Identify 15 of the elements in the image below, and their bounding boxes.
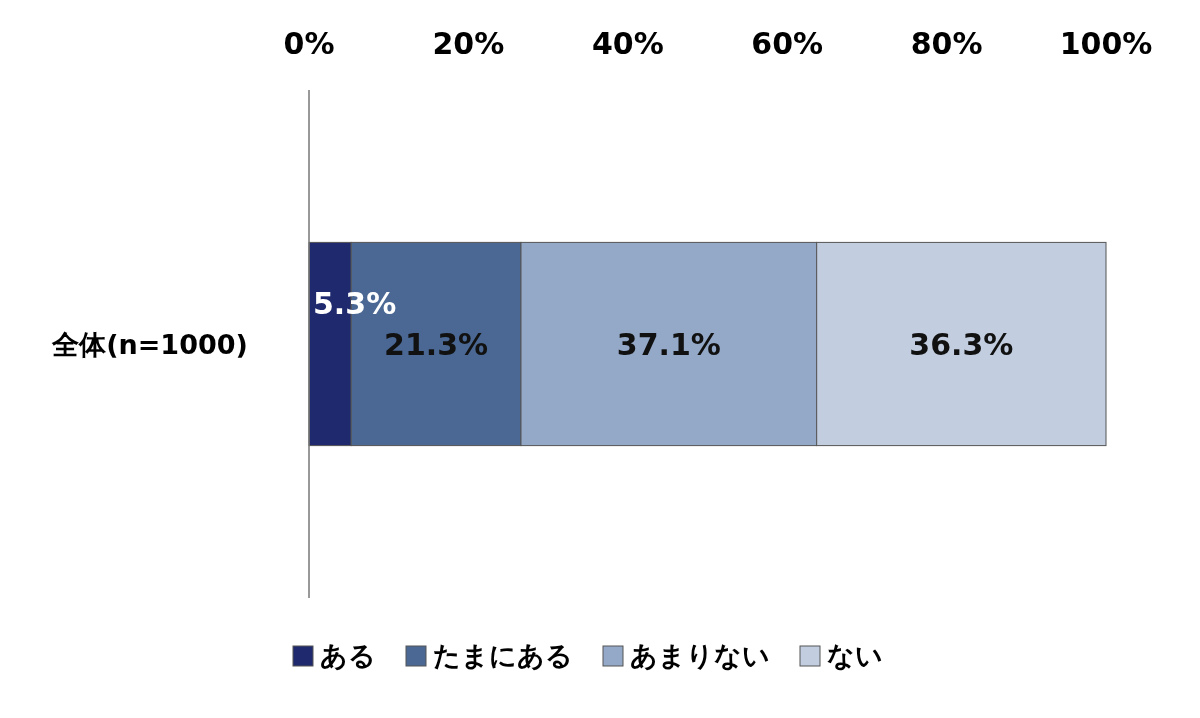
x-tick-label: 60%: [751, 26, 824, 61]
y-tick-label: 全体(n=1000): [51, 329, 248, 360]
legend-label: あまりない: [630, 640, 770, 671]
legend-label: ある: [320, 640, 376, 671]
data-label: 37.1%: [616, 327, 721, 362]
data-label: 21.3%: [384, 327, 489, 362]
data-label: 36.3%: [909, 327, 1014, 362]
x-tick-label: 80%: [910, 26, 983, 61]
x-tick-label: 0%: [283, 26, 335, 61]
legend-label: ない: [827, 640, 883, 671]
legend-label: たまにある: [433, 640, 573, 671]
x-tick-label: 100%: [1059, 26, 1153, 61]
x-tick-label: 20%: [432, 26, 505, 61]
data-label: 5.3%: [313, 286, 397, 321]
x-tick-label: 40%: [591, 26, 664, 61]
